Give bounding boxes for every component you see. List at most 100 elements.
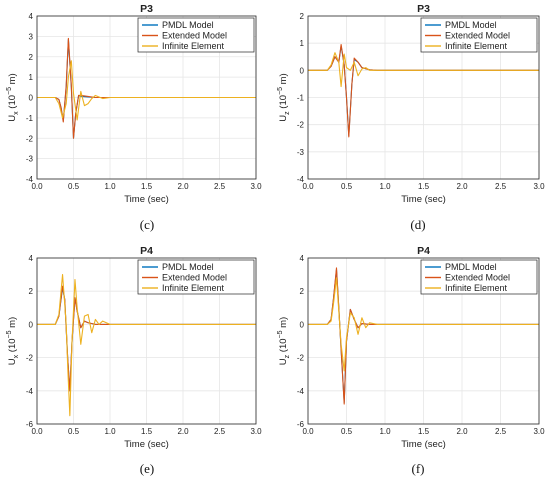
y-tick-label: 2 — [300, 12, 305, 21]
x-tick-label: 0.5 — [68, 182, 80, 191]
y-axis-label: Uz (10−5 m) — [277, 317, 291, 365]
x-tick-label: 3.0 — [250, 182, 262, 191]
axes-frame — [36, 257, 257, 425]
x-tick-label: 1.5 — [418, 182, 430, 191]
y-axis-label-main: U — [278, 358, 289, 365]
y-tick-label: -2 — [297, 354, 305, 363]
chart-panel-3: 0.0 0.5 1.0 1.5 2.0 2.5 3.0 -6 -4 -2 0 2 4 P4 Time (se… — [277, 245, 545, 450]
series-line-2 — [308, 277, 539, 372]
y-tick-label: 0 — [29, 94, 34, 103]
y-axis-label-exp: −5 — [6, 330, 13, 338]
y-tick-label: -1 — [26, 114, 34, 123]
y-tick-label: 2 — [300, 287, 305, 296]
y-axis-label-unit: (10 — [7, 95, 18, 111]
legend-label-2: Infinite Element — [162, 283, 225, 293]
y-axis-label-sub: z — [284, 354, 291, 358]
x-tick-label: 0.0 — [31, 427, 43, 436]
x-tick-label: 0.0 — [302, 427, 314, 436]
x-tick-label: 2.0 — [456, 427, 468, 436]
y-tick-label: -2 — [297, 121, 305, 130]
y-tick-label: 1 — [300, 39, 305, 48]
chart-panel-1: 0.0 0.5 1.0 1.5 2.0 2.5 3.0 -4 -3 -2 -1 0 1 2 P3 Time (… — [277, 3, 545, 205]
legend-label-2: Infinite Element — [445, 283, 508, 293]
y-tick-label: 0 — [300, 66, 305, 75]
x-tick-label: 0.5 — [341, 427, 353, 436]
y-axis-label-sub: x — [13, 354, 20, 358]
x-tick-label: 2.0 — [177, 182, 189, 191]
x-tick-label: 3.0 — [250, 427, 262, 436]
chart-title: P3 — [140, 3, 153, 15]
y-axis-label-exp: −5 — [277, 330, 284, 338]
x-tick-label: 2.5 — [495, 182, 507, 191]
x-axis-label: Time (sec) — [401, 439, 446, 450]
panel-label-c: (c) — [139, 217, 155, 232]
y-tick-label: -6 — [26, 420, 34, 429]
legend-label-0: PMDL Model — [162, 20, 214, 30]
x-tick-label: 2.5 — [495, 427, 507, 436]
x-tick-label: 3.0 — [533, 427, 545, 436]
y-tick-label: 4 — [29, 254, 34, 263]
y-tick-label: 3 — [29, 32, 34, 41]
chart-panel-2: 0.0 0.5 1.0 1.5 2.0 2.5 3.0 -6 -4 -2 0 2 4 P4 Time (se… — [6, 245, 262, 450]
legend-label-0: PMDL Model — [445, 20, 497, 30]
x-tick-label: 1.0 — [379, 427, 391, 436]
chart-title: P4 — [417, 245, 430, 257]
x-tick-label: 0.0 — [31, 182, 43, 191]
chart-title: P3 — [417, 3, 430, 15]
series-line-2 — [37, 274, 256, 417]
x-tick-label: 3.0 — [533, 182, 545, 191]
x-tick-label: 2.0 — [456, 182, 468, 191]
x-tick-label: 1.5 — [141, 427, 153, 436]
y-tick-label: -2 — [26, 134, 34, 143]
series-line-2 — [37, 60, 256, 121]
y-axis-label-tail: m) — [7, 73, 18, 87]
y-axis-label: Ux (10−5 m) — [6, 317, 20, 365]
y-tick-label: -3 — [297, 148, 305, 157]
axes-frame — [307, 15, 540, 180]
legend-label-0: PMDL Model — [445, 262, 497, 272]
panel-label-e: (e) — [139, 461, 155, 476]
y-tick-label: -4 — [297, 387, 305, 396]
y-tick-label: -4 — [26, 387, 34, 396]
y-axis-label-unit: (10 — [278, 338, 289, 354]
y-tick-label: -1 — [297, 94, 305, 103]
legend-label-1: Extended Model — [445, 273, 510, 283]
chart-title: P4 — [140, 245, 153, 257]
series-line-1 — [37, 37, 256, 139]
y-tick-label: 0 — [29, 320, 34, 329]
y-tick-label: 2 — [29, 53, 34, 62]
y-axis-label-exp: −5 — [6, 87, 13, 95]
y-axis-label-main: U — [7, 358, 18, 365]
y-tick-label: -4 — [297, 175, 305, 184]
legend-label-1: Extended Model — [162, 31, 227, 41]
panel-label-f: (f) — [411, 461, 425, 476]
y-axis-label-unit: (10 — [7, 338, 18, 354]
y-axis-label-unit: (10 — [278, 95, 289, 111]
y-axis-label-exp: −5 — [277, 87, 284, 95]
y-axis-label-tail: m) — [7, 317, 18, 331]
x-tick-label: 1.5 — [418, 427, 430, 436]
legend-label-2: Infinite Element — [162, 41, 225, 51]
y-tick-label: -4 — [26, 175, 34, 184]
legend-label-2: Infinite Element — [445, 41, 508, 51]
x-tick-label: 0.5 — [341, 182, 353, 191]
y-axis-label-sub: z — [284, 111, 291, 115]
y-tick-label: 0 — [300, 320, 305, 329]
y-axis-label-sub: x — [13, 111, 20, 115]
x-tick-label: 1.0 — [379, 182, 391, 191]
y-axis-label-tail: m) — [278, 73, 289, 87]
x-axis-label: Time (sec) — [124, 194, 169, 205]
y-axis-label: Uz (10−5 m) — [277, 73, 291, 121]
y-axis-label: Ux (10−5 m) — [6, 73, 20, 121]
x-tick-label: 2.5 — [214, 182, 226, 191]
axes-frame — [307, 257, 540, 425]
y-tick-label: 1 — [29, 73, 34, 82]
legend-label-1: Extended Model — [162, 273, 227, 283]
series-line-2 — [308, 52, 539, 88]
y-axis-label-main: U — [278, 115, 289, 122]
y-tick-label: 2 — [29, 287, 34, 296]
axes-frame — [36, 15, 257, 180]
x-tick-label: 2.0 — [177, 427, 189, 436]
x-tick-label: 0.5 — [68, 427, 80, 436]
